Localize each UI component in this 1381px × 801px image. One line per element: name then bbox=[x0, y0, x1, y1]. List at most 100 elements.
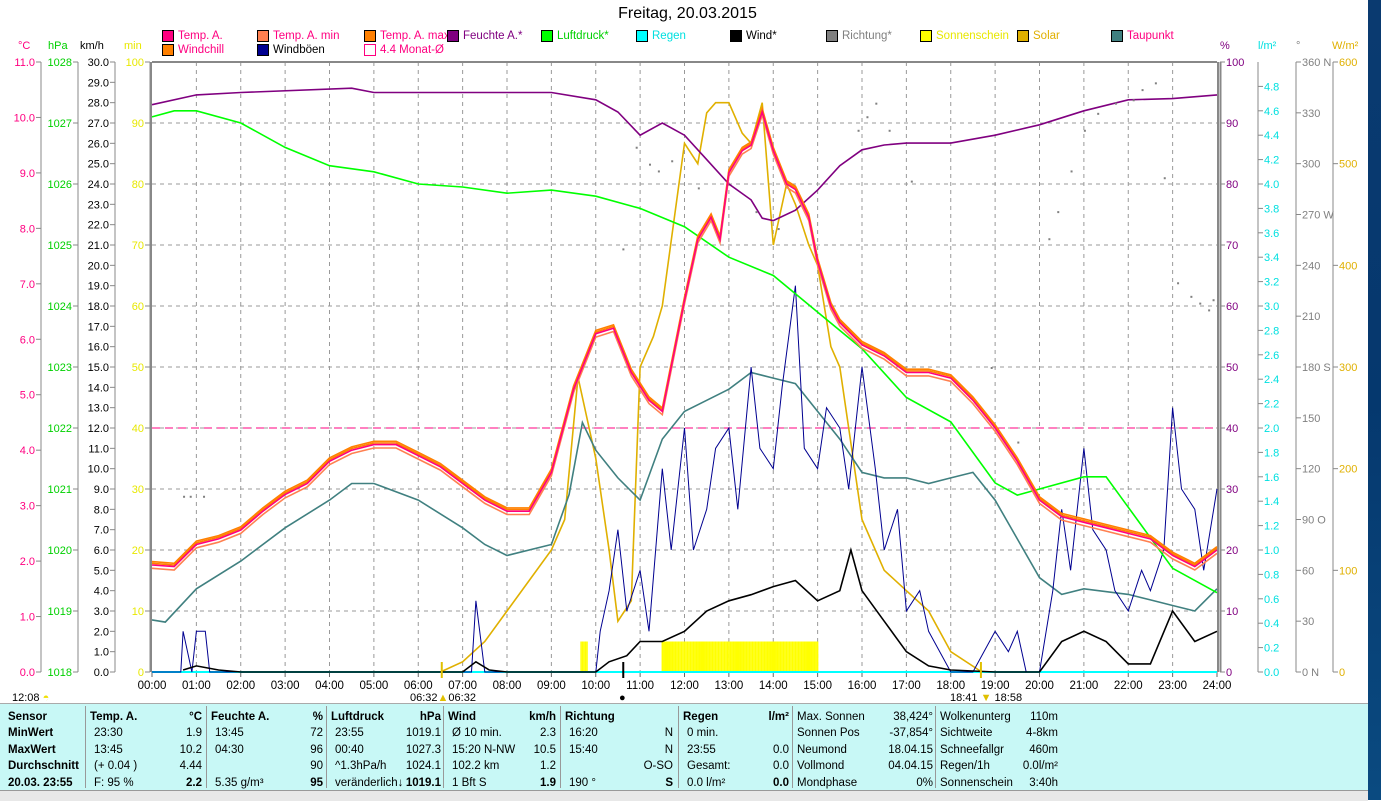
cell-value: 72 bbox=[310, 727, 323, 740]
chart-title: Freitag, 20.03.2015 bbox=[618, 5, 757, 22]
cell-value: 95 bbox=[310, 776, 323, 789]
direction-point bbox=[1097, 112, 1100, 115]
info-row: Schneefallgr 460m bbox=[940, 742, 1058, 758]
x-tick-label: 02:00 bbox=[226, 680, 255, 692]
axis-tick-label: 1022 bbox=[48, 423, 72, 435]
info-value: 0% bbox=[916, 776, 933, 789]
direction-point bbox=[1132, 99, 1135, 102]
direction-point bbox=[1070, 170, 1073, 173]
legend-item: Temp. A. min bbox=[257, 30, 339, 42]
x-tick-label: 14:00 bbox=[759, 680, 788, 692]
axis-tick-label: 40 bbox=[1226, 423, 1238, 435]
axis-tick-label: 600 bbox=[1339, 57, 1357, 69]
axis-tick-label: 60 bbox=[1226, 301, 1238, 313]
axis-tick-label: 270 W bbox=[1302, 210, 1334, 222]
axis-tick-label: 9.0 bbox=[20, 168, 35, 180]
cell-label: 15:40 bbox=[569, 743, 598, 756]
legend-swatch bbox=[1111, 30, 1123, 42]
legend-swatch bbox=[162, 30, 174, 42]
info-label: Mondphase bbox=[797, 776, 858, 789]
series-line-feuchte-a bbox=[151, 87, 1218, 222]
x-tick-label: 03:00 bbox=[271, 680, 300, 692]
row-label: Durchschnitt bbox=[8, 760, 79, 773]
axis-tick-label: 90 O bbox=[1302, 515, 1326, 527]
cell-value: 2.2 bbox=[186, 776, 202, 789]
axis-tick-label: 2.8 bbox=[1264, 325, 1279, 337]
axis-tick-label: 6.0 bbox=[94, 545, 109, 557]
cell-label: 190 ° bbox=[569, 776, 596, 789]
cell-value: 2.3 bbox=[540, 727, 556, 740]
axis-tick-label: 22.0 bbox=[88, 220, 109, 232]
column-header: Regen bbox=[683, 711, 719, 723]
axis-tick-label: 120 bbox=[1302, 464, 1320, 476]
direction-point bbox=[1212, 299, 1215, 302]
column-header: Wind bbox=[448, 711, 476, 723]
info-label: Schneefallgr bbox=[940, 743, 1004, 756]
cell-label: 15:20 N-NW bbox=[452, 743, 516, 756]
legend-item: Windchill bbox=[162, 44, 224, 56]
axis-tick-label: 1028 bbox=[48, 57, 72, 69]
direction-point bbox=[910, 180, 913, 183]
axis-tick-label: 19.0 bbox=[88, 281, 109, 293]
table-row: 16:20 N bbox=[565, 725, 673, 741]
axis-tick-label: 15.0 bbox=[88, 362, 109, 374]
axis-tick-label: 23.0 bbox=[88, 199, 109, 211]
axis-tick-label: 20 bbox=[1226, 545, 1238, 557]
axis-tick-label: 50 bbox=[1226, 362, 1238, 374]
info-row: Sichtweite 4-8km bbox=[940, 725, 1058, 741]
info-label: Neumond bbox=[797, 743, 847, 756]
column-unit: °C bbox=[189, 711, 202, 723]
axis-tick-label: 2.2 bbox=[1264, 399, 1279, 411]
axis-tick-label: 1027 bbox=[48, 118, 72, 130]
cell-label: Gesamt: bbox=[687, 760, 731, 773]
series-line-temp-a-min bbox=[151, 112, 1218, 571]
cell-value: 0.0 bbox=[773, 760, 789, 773]
column-separator bbox=[678, 706, 679, 788]
cell-label: 1 Bft S bbox=[452, 776, 487, 789]
column-separator bbox=[443, 706, 444, 788]
axis-tick-label: 10.0 bbox=[88, 464, 109, 476]
cell-value: O-SO bbox=[643, 760, 673, 773]
legend-swatch bbox=[162, 44, 174, 56]
info-row: Regen/1h 0.0l/m² bbox=[940, 758, 1058, 774]
axis-tick-label: 0.0 bbox=[94, 667, 109, 679]
legend-label: Temp. A. bbox=[178, 30, 223, 42]
series-line-wind bbox=[182, 546, 1218, 673]
summary-panel: Sensor MinWert MaxWert Durchschnitt 20.0… bbox=[0, 703, 1368, 791]
direction-column: Richtung 16:20 N 15:40 N O-SO 190 ° S bbox=[565, 709, 673, 789]
axis-tick-label: 26.0 bbox=[88, 138, 109, 150]
table-row: 04:30 96 bbox=[211, 742, 323, 758]
direction-point bbox=[1017, 441, 1020, 444]
axis-tick-label: 14.0 bbox=[88, 382, 109, 394]
x-tick-label: 09:00 bbox=[537, 680, 566, 692]
weather-chart: 0.0 1.0 2.0 3.0 4.0 5.0 6.0 7.0 8.0 9.0 10.0 11.0 10… bbox=[14, 57, 1358, 692]
legend-swatch bbox=[364, 30, 376, 42]
cell-value: 4.44 bbox=[179, 760, 202, 773]
cell-value: N bbox=[664, 743, 673, 756]
x-tick-label: 15:00 bbox=[803, 680, 832, 692]
legend-label: Regen bbox=[652, 30, 686, 42]
info-row: Vollmond 04.04.15 bbox=[797, 758, 933, 774]
column-header: Feuchte A. bbox=[211, 711, 270, 723]
cell-label: veränderlich↓ bbox=[335, 776, 404, 789]
cell-value: 96 bbox=[310, 743, 323, 756]
axis-tick-label: 210 bbox=[1302, 311, 1320, 323]
info-label: Sonnen Pos bbox=[797, 727, 860, 740]
direction-point bbox=[1208, 309, 1211, 312]
sensor-column: Sensor MinWert MaxWert Durchschnitt 20.0… bbox=[8, 709, 86, 789]
table-row: F: 95 % 2.2 bbox=[90, 775, 202, 791]
x-tick-label: 23:00 bbox=[1158, 680, 1187, 692]
axis-tick-label: 2.0 bbox=[1264, 423, 1279, 435]
axis-tick-label: 100 bbox=[1339, 565, 1357, 577]
axis-tick-label: 80 bbox=[1226, 179, 1238, 191]
legend-item: Temp. A. max bbox=[364, 30, 450, 42]
table-row: Gesamt: 0.0 bbox=[683, 758, 789, 774]
axis-tick-label: 10 bbox=[132, 606, 144, 618]
axis-tick-label: 30 bbox=[132, 484, 144, 496]
axis-tick-label: 1018 bbox=[48, 667, 72, 679]
cell-label: ^1.3hPa/h bbox=[335, 760, 387, 773]
legend-swatch bbox=[1017, 30, 1029, 42]
x-tick-label: 06:00 bbox=[404, 680, 433, 692]
direction-point bbox=[1114, 102, 1117, 105]
table-row: 90 bbox=[211, 758, 323, 774]
